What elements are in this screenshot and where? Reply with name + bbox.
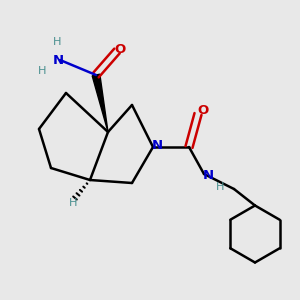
Polygon shape: [92, 74, 108, 132]
Text: O: O: [114, 43, 126, 56]
Text: H: H: [53, 37, 61, 47]
Text: H: H: [38, 65, 46, 76]
Text: O: O: [197, 104, 208, 118]
Text: N: N: [203, 169, 214, 182]
Text: H: H: [216, 182, 225, 193]
Text: N: N: [53, 53, 64, 67]
Text: H: H: [69, 197, 78, 208]
Text: N: N: [152, 139, 163, 152]
